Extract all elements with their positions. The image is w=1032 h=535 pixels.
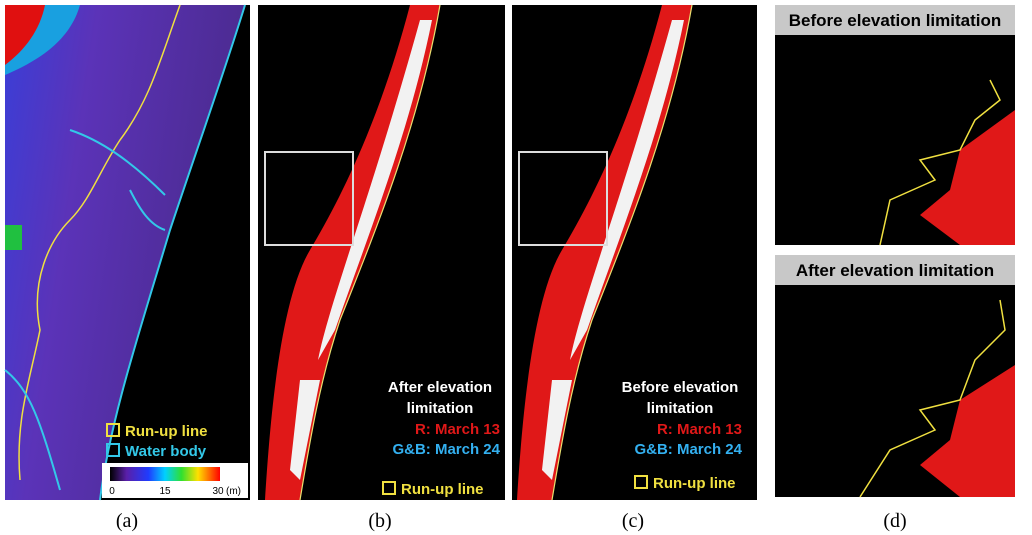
annotation: After elevation <box>388 379 492 396</box>
hill <box>5 225 22 250</box>
panel-d: Before elevation limitation After elevat… <box>775 5 1015 497</box>
colorbar-unit: (m) <box>226 486 241 497</box>
panel-header: Before elevation limitation <box>789 11 1002 30</box>
band-label: R: March 13 <box>415 421 500 438</box>
panel-a: Run-up line Water body 0 15 30 (m) <box>5 5 250 500</box>
annotation: limitation <box>407 400 474 417</box>
band-label: R: March 13 <box>657 421 742 438</box>
legend-label: Run-up line <box>653 475 736 492</box>
legend-label: Water body <box>125 443 207 460</box>
legend-label: Run-up line <box>125 423 208 440</box>
caption: (a) <box>116 510 138 532</box>
legend-label: Run-up line <box>401 481 484 498</box>
colorbar-tick: 15 <box>159 486 171 497</box>
band-label: G&B: March 24 <box>392 441 500 458</box>
colorbar-tick: 30 <box>212 486 224 497</box>
caption: (d) <box>883 510 906 532</box>
colorbar-tick: 0 <box>109 486 115 497</box>
caption: (c) <box>622 510 644 532</box>
annotation: Before elevation <box>622 379 739 396</box>
panel-header: After elevation limitation <box>796 261 994 280</box>
caption: (b) <box>368 510 391 532</box>
panel-b: After elevation limitation R: March 13 G… <box>258 5 505 500</box>
band-label: G&B: March 24 <box>634 441 742 458</box>
panel-c: Before elevation limitation R: March 13 … <box>512 5 757 500</box>
colorbar <box>110 467 220 481</box>
annotation: limitation <box>647 400 714 417</box>
figure: Run-up line Water body 0 15 30 (m) After… <box>0 0 1032 535</box>
